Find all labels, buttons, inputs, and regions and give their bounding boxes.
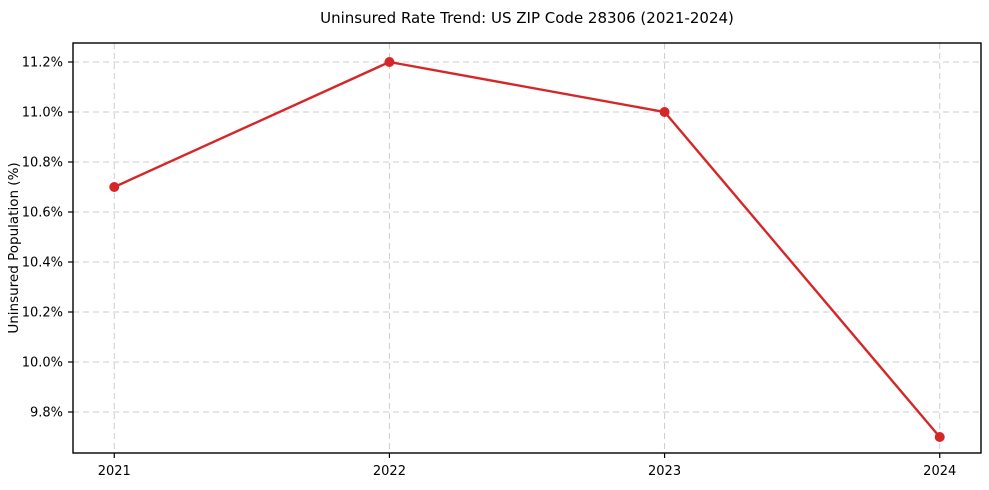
x-tick-label: 2024 bbox=[923, 464, 956, 479]
y-tick-label: 9.8% bbox=[30, 406, 63, 421]
data-line bbox=[113, 60, 941, 439]
data-point bbox=[934, 432, 945, 442]
grid-lines bbox=[73, 43, 981, 453]
data-point bbox=[109, 182, 120, 192]
x-tick-label: 2021 bbox=[98, 464, 131, 479]
y-tick-label: 10.2% bbox=[22, 306, 63, 321]
y-tick-label: 11.2% bbox=[22, 56, 63, 71]
y-tick-label: 10.8% bbox=[22, 156, 63, 171]
y-tick-label: 10.4% bbox=[22, 256, 63, 271]
data-point bbox=[384, 57, 395, 67]
y-tick-label: 11.0% bbox=[22, 106, 63, 121]
data-series bbox=[109, 57, 945, 442]
x-tick-label: 2022 bbox=[373, 464, 406, 479]
axis-ticks: 9.8% 10.0% 10.2% 10.4% 10.6% 10.8% 11.0% 11.2% 2… bbox=[22, 56, 957, 480]
data-point bbox=[659, 107, 670, 117]
y-tick-label: 10.6% bbox=[22, 206, 63, 221]
x-tick-label: 2023 bbox=[648, 464, 681, 479]
y-axis-label: Uninsured Population (%) bbox=[6, 162, 22, 334]
plot-border bbox=[72, 42, 982, 454]
y-tick-label: 10.0% bbox=[22, 356, 63, 371]
chart-title: Uninsured Rate Trend: US ZIP Code 28306 … bbox=[320, 9, 734, 27]
